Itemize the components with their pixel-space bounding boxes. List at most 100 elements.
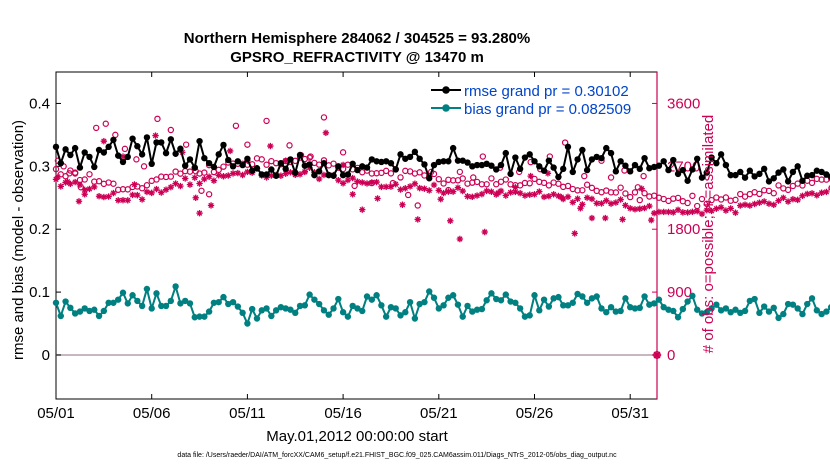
bias-point xyxy=(727,309,734,316)
rmse-point xyxy=(713,159,720,167)
rmse-point xyxy=(229,163,237,170)
bias-point xyxy=(134,297,141,305)
obs-assimilated-point xyxy=(124,197,131,204)
obs-possible-point xyxy=(205,191,213,198)
obs-assimilated-point xyxy=(703,207,710,214)
obs-possible-point xyxy=(330,160,337,167)
obs-assimilated-point xyxy=(196,209,203,217)
obs-assimilated-point xyxy=(100,137,108,145)
rmse-point xyxy=(449,144,457,152)
bias-point xyxy=(627,303,634,311)
obs-assimilated-point xyxy=(717,204,725,211)
rmse-point xyxy=(158,139,165,146)
bias-point xyxy=(440,302,447,309)
y-axis-left: 0 0.1 0.2 0.3 0.4 xyxy=(29,95,61,364)
bias-point xyxy=(823,308,830,315)
bias-point xyxy=(411,315,419,322)
bias-point xyxy=(272,307,280,314)
obs-assimilated-point xyxy=(267,142,274,150)
obs-assimilated-point xyxy=(95,193,103,200)
obs-possible-point xyxy=(339,149,347,156)
obs-assimilated-point xyxy=(399,201,406,208)
obs-assimilated-point xyxy=(478,190,486,198)
obs-assimilated-point xyxy=(215,172,222,179)
obs-assimilated-point xyxy=(437,195,444,203)
obs-assimilated-point xyxy=(363,180,371,187)
obs-possible-point xyxy=(351,182,358,190)
rmse-point xyxy=(588,156,596,163)
obs-possible-point xyxy=(133,156,140,163)
obs-assimilated-point xyxy=(167,183,175,191)
rmse-point xyxy=(110,136,117,144)
x-tick-label: 05/31 xyxy=(611,405,649,422)
rmse-point xyxy=(521,154,529,161)
rmse-point xyxy=(282,165,289,173)
rmse-point xyxy=(292,169,299,176)
rmse-point xyxy=(411,148,419,156)
bias-point xyxy=(555,293,562,301)
obs-possible-point xyxy=(640,172,647,180)
rmse-point xyxy=(325,171,332,179)
obs-assimilated-point xyxy=(315,175,323,183)
bias-point xyxy=(536,307,543,314)
x-tick-label: 05/21 xyxy=(420,405,458,422)
obs-assimilated-point xyxy=(670,209,677,216)
obs-assimilated-point xyxy=(631,206,639,213)
obs-assimilated-point xyxy=(569,199,576,206)
obs-possible-point xyxy=(201,169,208,176)
legend-bias-marker xyxy=(442,104,450,112)
rmse-point xyxy=(268,166,275,173)
obs-assimilated-point xyxy=(727,205,734,212)
bias-point xyxy=(359,307,366,315)
bias-point xyxy=(105,299,112,306)
rmse-point xyxy=(239,161,246,169)
obs-possible-point xyxy=(244,141,251,148)
obs-possible-point xyxy=(382,167,390,175)
bias-point xyxy=(95,312,103,320)
x-tick-label: 05/26 xyxy=(516,405,554,422)
rmse-point xyxy=(201,154,208,162)
rmse-point xyxy=(344,171,352,178)
obs-assimilated-point xyxy=(641,204,648,212)
bias-point xyxy=(119,289,127,296)
bias-point xyxy=(330,305,337,312)
obs-assimilated-point xyxy=(574,195,581,202)
obs-assimilated-point xyxy=(414,216,421,223)
obs-assimilated-point xyxy=(447,217,454,225)
obs-assimilated-point xyxy=(512,184,519,191)
bias-point xyxy=(177,300,184,307)
rmse-point xyxy=(617,158,624,165)
rmse-point xyxy=(727,171,734,179)
obs-assimilated-point xyxy=(268,172,275,179)
bias-point xyxy=(282,305,289,312)
rmse-point xyxy=(756,170,763,178)
bias-point xyxy=(320,307,328,314)
obs-assimilated-point xyxy=(210,177,218,184)
bias-point xyxy=(593,293,600,300)
obs-assimilated-point xyxy=(344,176,352,184)
obs-assimilated-point xyxy=(784,198,792,205)
obs-assimilated-point xyxy=(148,189,155,197)
obs-assimilated-point xyxy=(207,202,215,209)
bias-point xyxy=(435,305,443,312)
obs-possible-point xyxy=(263,117,270,125)
rmse-point xyxy=(215,151,222,158)
obs-assimilated-point xyxy=(564,193,572,200)
rmse-point xyxy=(627,168,634,175)
rmse-point xyxy=(497,161,505,169)
obs-assimilated-point xyxy=(780,194,787,201)
bias-point xyxy=(507,298,514,305)
rmse-point xyxy=(143,134,151,141)
obs-possible-point xyxy=(140,163,148,170)
obs-assimilated-point xyxy=(354,178,361,185)
bias-point xyxy=(708,305,715,312)
obs-assimilated-point xyxy=(652,350,662,360)
obs-possible-point xyxy=(92,124,100,132)
rmse-point xyxy=(359,163,366,170)
obs-possible-point xyxy=(479,153,487,160)
rmse-point xyxy=(512,154,519,161)
bias-point xyxy=(808,295,816,302)
rmse-point xyxy=(62,146,69,153)
obs-assimilated-point xyxy=(464,193,471,200)
